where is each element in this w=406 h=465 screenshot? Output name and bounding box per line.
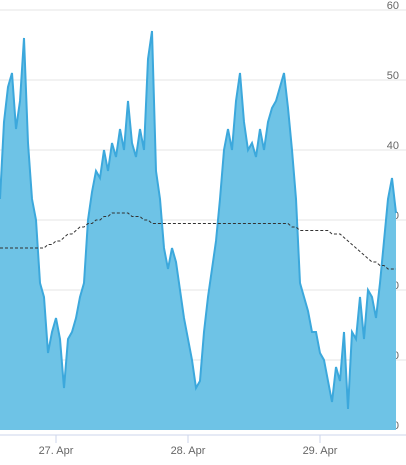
line xyxy=(0,30,397,410)
area xyxy=(0,31,396,430)
y-tick-label: 40 xyxy=(387,140,399,152)
x-tick-label: 29. Apr xyxy=(303,445,338,457)
y-tick-label: 60 xyxy=(387,0,399,12)
x-tick-label: 28. Apr xyxy=(171,445,206,457)
average-line xyxy=(0,212,396,270)
x-tick-label: 27. Apr xyxy=(39,445,74,457)
y-tick-label: 50 xyxy=(387,70,399,82)
